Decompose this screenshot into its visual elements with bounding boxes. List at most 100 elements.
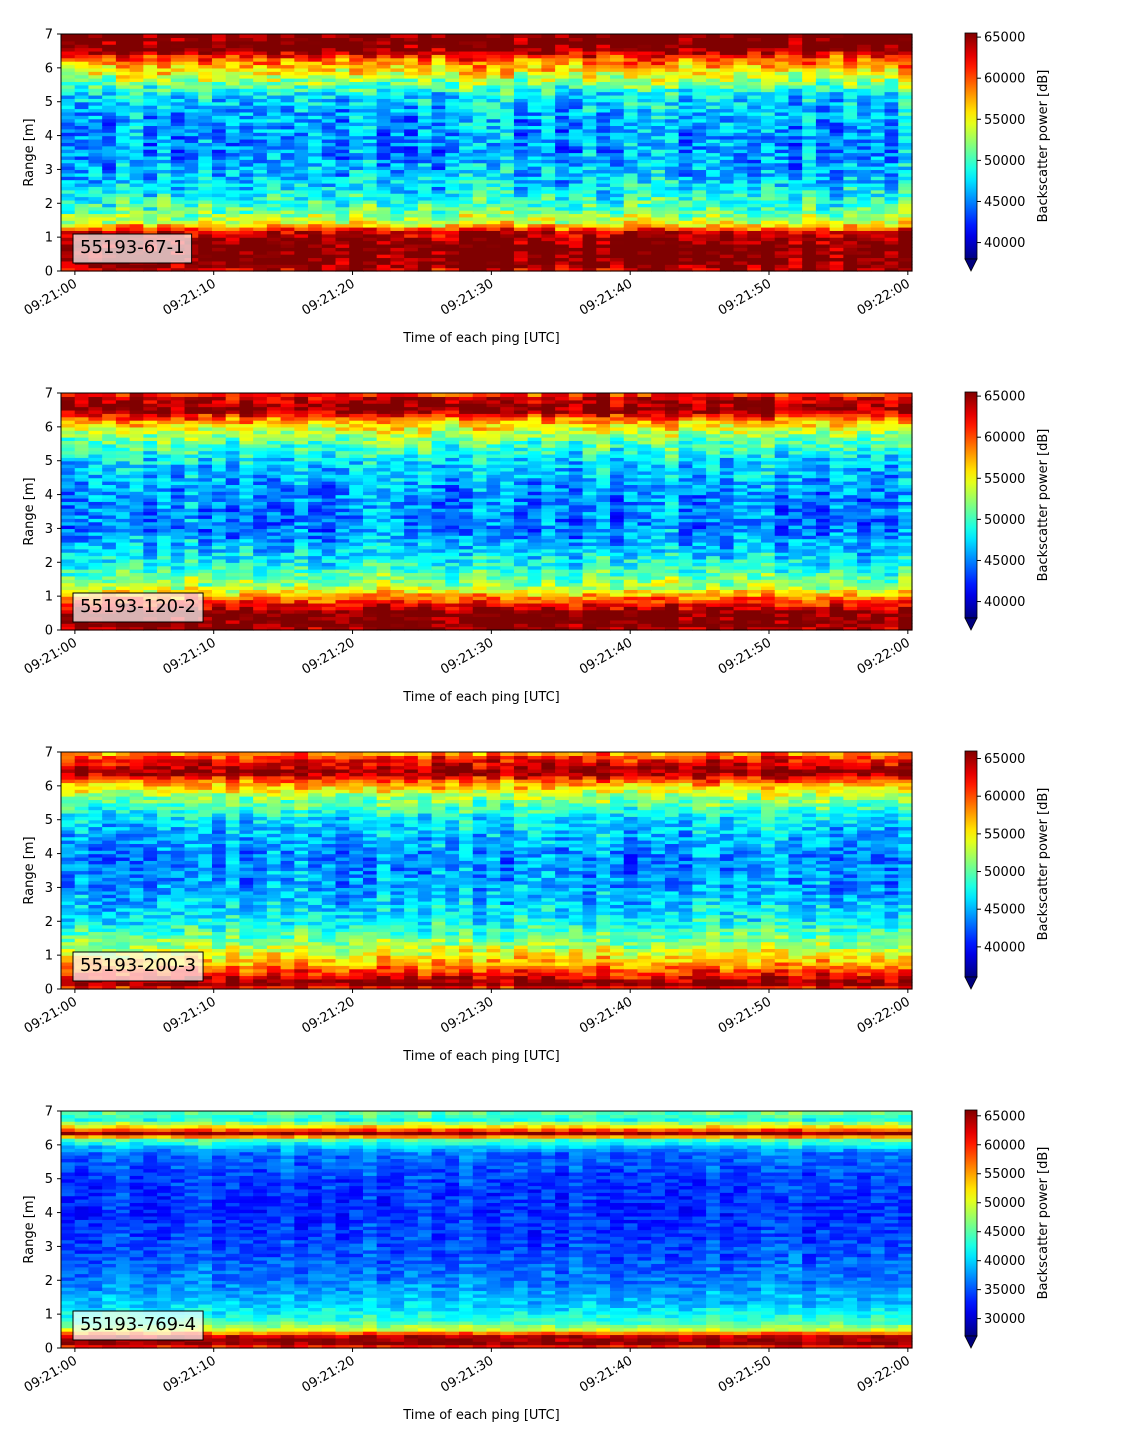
colorbar (965, 33, 977, 259)
chart-panel-1: 0 1 2 3 4 5 6 7 09:21:00 09:21:10 09:21:20 09:21:30… (0, 0, 1140, 359)
heatmap-cell (130, 34, 144, 38)
y-tick-label: 4 (45, 129, 53, 144)
x-tick-label: 09:21:10 (161, 276, 219, 318)
colorbar-tick-label: 40000 (984, 236, 1025, 251)
heatmap-cell (226, 34, 240, 38)
heatmap-cell (487, 34, 501, 38)
heatmap-cell (692, 34, 706, 38)
x-tick-label: 09:22:00 (855, 276, 913, 318)
heatmap-cell (898, 34, 912, 38)
heatmap-cell (116, 393, 130, 397)
heatmap-cell (720, 34, 734, 38)
y-tick-label: 1 (45, 231, 53, 246)
heatmap-cell (102, 34, 116, 38)
x-tick-label: 09:21:30 (438, 276, 496, 318)
heatmap-cell (185, 34, 199, 38)
heatmap-cell (596, 34, 610, 38)
heatmap-cell (102, 393, 116, 397)
x-tick-label: 09:21:40 (577, 276, 635, 318)
heatmap-cell (445, 34, 459, 38)
heatmap-cell (88, 393, 102, 397)
heatmap-cell (679, 34, 693, 38)
heatmap-cell (212, 34, 226, 38)
y-tick-label: 0 (45, 265, 53, 280)
heatmap-cell (75, 393, 89, 397)
heatmap-cell (390, 34, 404, 38)
heatmap-cell (747, 34, 761, 38)
heatmap-cell (432, 34, 446, 38)
heatmap-cell (706, 34, 720, 38)
heatmap-cell (583, 34, 597, 38)
x-tick-label: 09:21:20 (299, 276, 357, 318)
heatmap-cell (157, 34, 171, 38)
heatmap-cell (871, 34, 885, 38)
heatmap-cell (418, 34, 432, 38)
heatmap-cell (322, 34, 336, 38)
heatmap-cell (308, 34, 322, 38)
heatmap-cell (857, 34, 871, 38)
heatmap-cell (528, 34, 542, 38)
heatmap-cell (802, 34, 816, 38)
heatmap-cell (171, 34, 185, 38)
x-axis-label: Time of each ping [UTC] (402, 331, 560, 346)
heatmap-cell (637, 34, 651, 38)
y-tick-label: 6 (45, 61, 53, 76)
heatmap-cell (349, 34, 363, 38)
colorbar-tick-label: 55000 (984, 113, 1025, 128)
heatmap-cell (569, 34, 583, 38)
y-tick-label: 2 (45, 197, 53, 212)
y-axis-label: Range [m] (22, 118, 37, 186)
colorbar-extend-min (965, 259, 977, 271)
heatmap-cell (514, 34, 528, 38)
heatmap-cell (734, 34, 748, 38)
heatmap-cell (610, 34, 624, 38)
heatmap-cell (473, 34, 487, 38)
heatmap-cell (75, 34, 89, 38)
heatmap-cell (775, 34, 789, 38)
y-tick-label: 5 (45, 95, 53, 110)
heatmap-cell (239, 34, 253, 38)
heatmap-cell (830, 34, 844, 38)
colorbar-tick-label: 65000 (984, 31, 1025, 46)
heatmap-cell (253, 34, 267, 38)
heatmap-cell (500, 34, 514, 38)
heatmap-cell (363, 34, 377, 38)
heatmap-cell (61, 34, 75, 38)
heatmap-cell (761, 34, 775, 38)
heatmap-cell (198, 34, 212, 38)
heatmap-cell (541, 34, 555, 38)
heatmap-cell (143, 34, 157, 38)
heatmap-cell (336, 34, 350, 38)
heatmap-cell (377, 34, 391, 38)
panel-label-box: 55193-67-1 (73, 234, 192, 263)
heatmap-cell (651, 34, 665, 38)
panel-label-text: 55193-67-1 (80, 237, 185, 258)
heatmap-cell (267, 34, 281, 38)
heatmap-cell (788, 34, 802, 38)
x-tick-label: 09:21:00 (22, 276, 80, 318)
colorbar-label: Backscatter power [dB] (1036, 70, 1051, 223)
heatmap-cell (281, 34, 295, 38)
heatmap-cell (665, 34, 679, 38)
heatmap-cell (294, 34, 308, 38)
heatmap-cell (88, 34, 102, 38)
heatmap-cell (555, 34, 569, 38)
heatmap-cell (143, 393, 157, 397)
y-tick-label: 7 (45, 28, 53, 43)
heatmap-cell (816, 34, 830, 38)
heatmap-cell (624, 34, 638, 38)
heatmap-cell (885, 34, 899, 38)
colorbar-tick-label: 60000 (984, 72, 1025, 87)
chart-svg-1: 0 1 2 3 4 5 6 7 09:21:00 09:21:10 09:21:20 09:21:30… (0, 0, 1140, 359)
heatmap-cell (459, 34, 473, 38)
heatmap-cell (130, 393, 144, 397)
heatmap-cell (157, 393, 171, 397)
y-tick-label: 3 (45, 163, 53, 178)
heatmap-cell (116, 34, 130, 38)
heatmap-cell (843, 34, 857, 38)
heatmap-cell (404, 34, 418, 38)
colorbar-tick-label: 50000 (984, 154, 1025, 169)
x-tick-label: 09:21:50 (716, 276, 774, 318)
